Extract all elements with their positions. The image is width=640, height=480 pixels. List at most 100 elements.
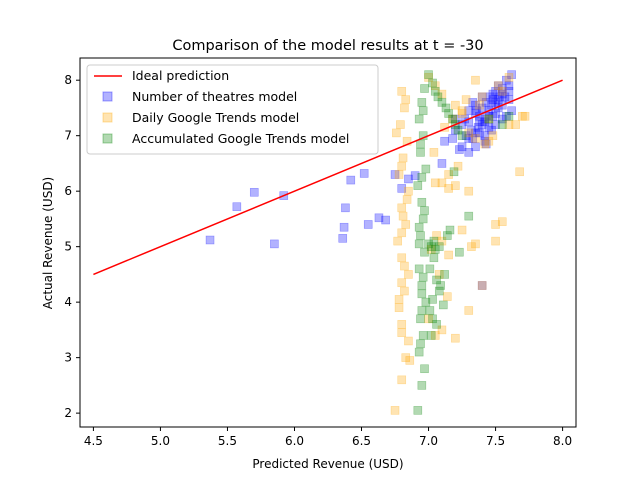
scatter-point — [430, 86, 440, 96]
scatter-point — [468, 134, 478, 143]
scatter-point — [440, 136, 449, 146]
scatter-point — [397, 203, 407, 213]
scatter-point — [497, 84, 507, 93]
scatter-point — [390, 406, 400, 415]
scatter-point — [444, 170, 453, 179]
scatter-point — [511, 120, 520, 129]
scatter-point — [507, 106, 516, 116]
chart-title: Comparison of the model results at t = -… — [172, 38, 483, 54]
scatter-point — [433, 92, 443, 102]
y-tick-label: 8 — [64, 73, 72, 87]
scatter-point — [501, 75, 511, 85]
scatter-point — [457, 131, 467, 140]
scatter-point — [425, 306, 435, 315]
scatter-point — [417, 281, 427, 290]
scatter-point — [432, 275, 441, 285]
scatter-point — [445, 225, 455, 235]
scatter-point — [397, 278, 407, 288]
scatter-point — [471, 75, 480, 85]
x-tick-label: 7.0 — [419, 434, 438, 448]
scatter-point — [473, 123, 483, 132]
scatter-point — [414, 347, 424, 357]
scatter-point — [430, 178, 440, 188]
scatter-point — [390, 170, 400, 179]
scatter-point — [464, 106, 474, 116]
scatter-point — [464, 128, 474, 138]
scatter-point — [339, 222, 349, 232]
scatter-point — [467, 242, 476, 251]
scatter-point — [393, 236, 403, 246]
scatter-point — [346, 175, 356, 185]
scatter-point — [420, 364, 429, 374]
y-axis-label: Actual Revenue (USD) — [41, 177, 55, 310]
x-axis-ticks: 4.5 5.0 5.5 6.0 6.5 7.0 7.5 8.0 — [84, 427, 572, 448]
scatter-point — [397, 328, 407, 337]
scatter-point — [464, 134, 474, 143]
scatter-point — [400, 261, 409, 271]
scatter-point — [468, 98, 478, 107]
scatter-point — [338, 234, 348, 243]
scatter-point — [484, 123, 494, 132]
scatter-point — [420, 206, 429, 215]
scatter-point — [520, 111, 530, 121]
scatter-point — [457, 225, 467, 235]
scatter-point — [443, 231, 452, 240]
scatter-point — [475, 117, 484, 127]
scatter-point — [402, 195, 412, 204]
scatter-point — [249, 187, 259, 197]
scatter-point — [481, 98, 491, 107]
scatter-point — [437, 236, 447, 246]
y-axis-ticks: 2 3 4 5 6 7 8 — [64, 73, 80, 420]
scatter-point — [464, 211, 474, 221]
scatter-point — [464, 186, 474, 196]
scatter-point — [417, 289, 427, 299]
scatter-point — [421, 164, 431, 174]
scatter-point — [477, 92, 487, 102]
x-tick-label: 6.5 — [352, 434, 371, 448]
scatter-point — [400, 286, 409, 296]
scatter-point — [421, 297, 431, 307]
scatter-point — [434, 270, 444, 279]
scatter-point — [420, 247, 429, 257]
scatter-point — [428, 78, 437, 88]
scatter-point — [426, 242, 436, 251]
scatter-point — [453, 125, 463, 135]
y-tick-label: 5 — [64, 240, 72, 254]
scatter-point — [417, 98, 427, 107]
scatter-point — [488, 95, 498, 104]
scatter-point — [397, 253, 407, 263]
scatter-point — [441, 103, 451, 113]
scatter-point — [401, 220, 411, 229]
scatter-point — [484, 114, 494, 124]
scatter-point — [464, 306, 474, 315]
scatter-point — [417, 197, 427, 207]
x-axis-label: Predicted Revenue (USD) — [252, 457, 403, 471]
scatter-point — [404, 336, 413, 346]
scatter-point — [397, 320, 407, 329]
scatter-point — [448, 114, 457, 124]
plot-frame — [79, 57, 577, 428]
scatter-point — [484, 136, 494, 146]
scatter-point — [413, 406, 423, 415]
scatter-point — [491, 120, 500, 129]
scatter-point — [487, 125, 496, 135]
scatter-point — [480, 136, 490, 146]
scatter-point — [455, 247, 464, 257]
scatter-point — [493, 81, 503, 91]
scatter-point — [497, 86, 507, 96]
scatter-point — [444, 250, 453, 260]
scatter-point — [457, 142, 467, 152]
scatter-point — [424, 70, 433, 79]
scatter-point — [430, 81, 440, 91]
scatter-point — [480, 114, 490, 124]
scatter-point — [451, 125, 460, 135]
scatter-point — [477, 120, 487, 129]
series-2 — [413, 70, 514, 415]
scatter-point — [491, 220, 500, 229]
scatter-point — [518, 111, 527, 121]
scatter-point — [434, 242, 444, 251]
scatter-point — [493, 95, 503, 104]
scatter-point — [495, 92, 504, 102]
x-tick-label: 4.5 — [84, 434, 103, 448]
legend-label-theatres: Number of theatres model — [132, 89, 297, 104]
